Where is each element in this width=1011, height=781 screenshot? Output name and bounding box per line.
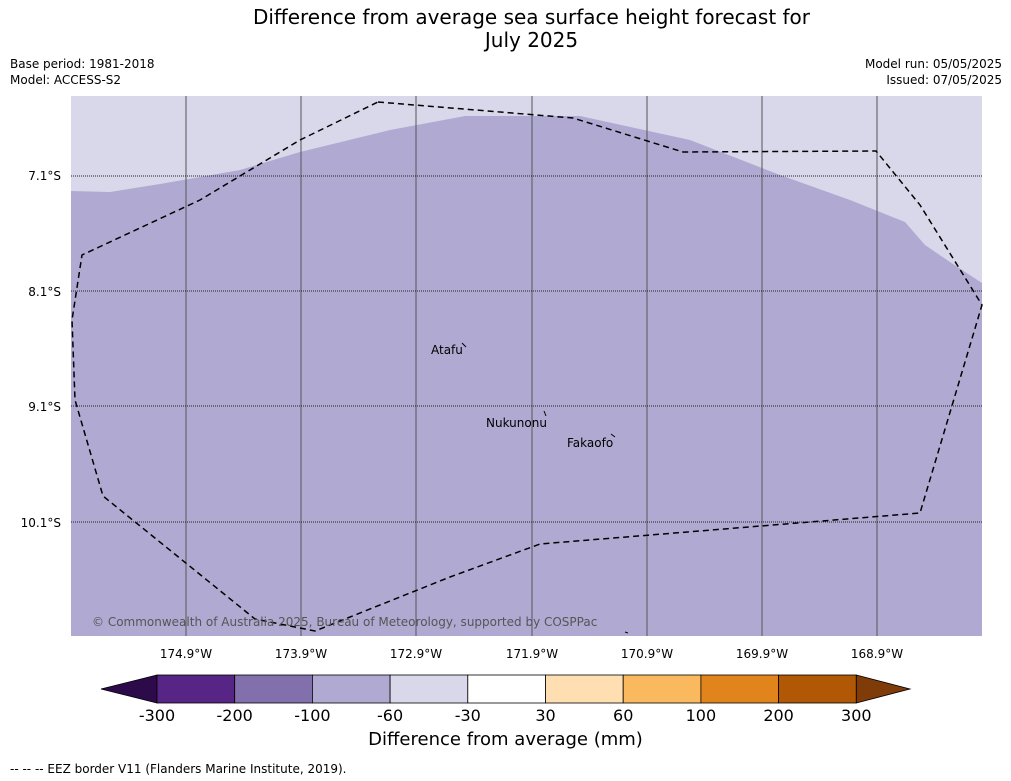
- issued-date: Issued: 07/05/2025: [886, 73, 1002, 87]
- colorbar-segment: [156, 674, 236, 704]
- colorbar-tick-label: -200: [217, 706, 253, 725]
- colorbar-tick-label: 30: [535, 706, 555, 725]
- lon-label: 174.9°W: [160, 647, 212, 661]
- anomaly-region: [71, 116, 982, 636]
- colorbar-tick-label: -300: [139, 706, 175, 725]
- colorbar-tick-label: -30: [455, 706, 481, 725]
- nukunonu-island: [543, 410, 547, 417]
- swains-mark: [624, 631, 629, 634]
- colorbar-tick-label: 100: [686, 706, 717, 725]
- meta-right: Model run: 05/05/2025 Issued: 07/05/2025: [865, 56, 1002, 88]
- colorbar-segment: [311, 674, 391, 704]
- lon-label: 171.9°W: [506, 647, 558, 661]
- meta-left: Base period: 1981-2018 Model: ACCESS-S2: [10, 56, 155, 88]
- lat-label: 8.1°S: [28, 285, 61, 299]
- colorbar-extend-low: [100, 674, 158, 704]
- colorbar-tick-label: 200: [763, 706, 794, 725]
- colorbar-tick-label: 300: [841, 706, 872, 725]
- lon-label: 173.9°W: [275, 647, 327, 661]
- eez-border: [71, 101, 983, 632]
- base-period: Base period: 1981-2018: [10, 57, 155, 71]
- place-label-fakaofo: Fakaofo: [567, 436, 613, 450]
- colorbar-segment: [778, 674, 857, 704]
- colorbar: -300 -200 -100 -60 -30 30 60 100 200 300: [100, 674, 912, 725]
- colorbar-segment: [467, 674, 546, 704]
- island-marks: [461, 342, 629, 634]
- meridian-lines: [185, 96, 878, 636]
- colorbar-segment: [622, 674, 702, 704]
- atafu-island: [461, 342, 467, 348]
- colorbar-segment: [545, 674, 624, 704]
- lat-label: 7.1°S: [28, 169, 61, 183]
- eez-legend-note: -- -- -- EEZ border V11 (Flanders Marine…: [10, 762, 347, 776]
- lon-label: 169.9°W: [736, 647, 788, 661]
- lon-label: 172.9°W: [390, 647, 442, 661]
- colorbar-label: Difference from average (mm): [368, 729, 643, 750]
- lon-label: 168.9°W: [851, 647, 903, 661]
- colorbar-segment: [234, 674, 313, 704]
- colorbar-extend-high: [855, 674, 912, 704]
- map-title: Difference from average sea surface heig…: [252, 5, 811, 52]
- colorbar-tick-label: -100: [294, 706, 330, 725]
- lat-label: 9.1°S: [28, 400, 61, 414]
- fakaofo-island: [610, 433, 616, 438]
- copyright-notice: © Commonwealth of Australia 2025, Bureau…: [92, 615, 597, 629]
- model-run: Model run: 05/05/2025: [864, 57, 1002, 71]
- lat-label: 10.1°S: [21, 516, 61, 530]
- place-label-atafu: Atafu: [431, 343, 463, 357]
- colorbar-segment: [389, 674, 469, 704]
- colorbar-tick-label: -60: [377, 706, 403, 725]
- lon-label: 170.9°W: [621, 647, 673, 661]
- model-name: Model: ACCESS-S2: [10, 73, 122, 87]
- colorbar-segment: [700, 674, 780, 704]
- place-label-nukunonu: Nukunonu: [486, 416, 547, 430]
- colorbar-tick-label: 60: [613, 706, 633, 725]
